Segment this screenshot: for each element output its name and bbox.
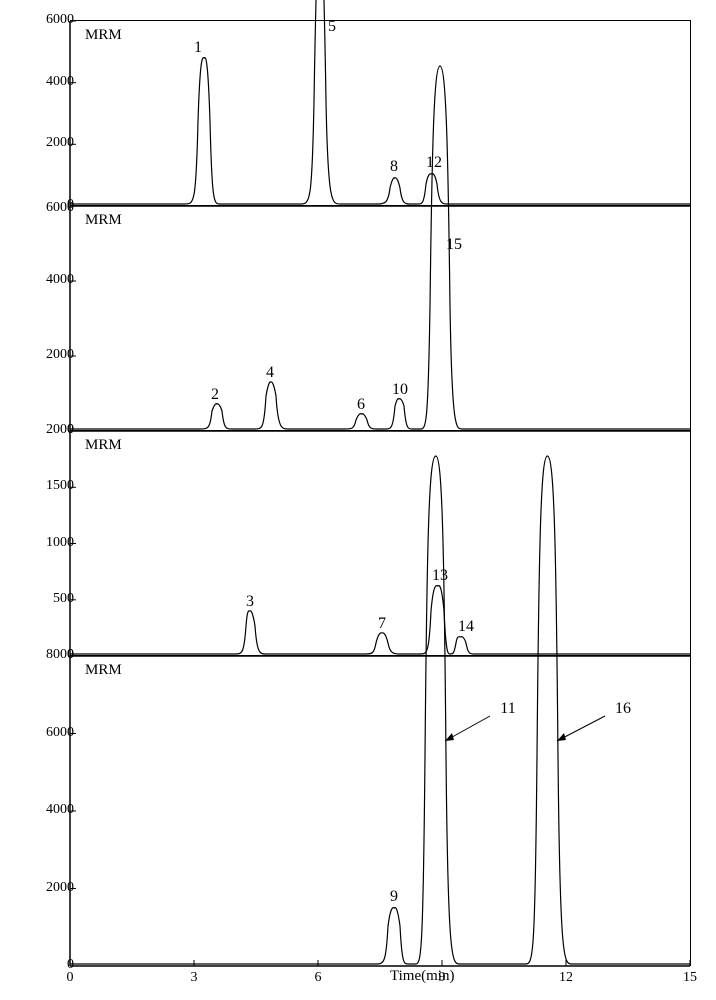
peak-label-1: 1 <box>194 39 202 57</box>
ytick: 8000 <box>34 647 74 663</box>
panel-mode-label: MRM <box>85 437 122 454</box>
ytick: 2000 <box>34 880 74 896</box>
xtick: 3 <box>191 970 198 986</box>
ytick: 6000 <box>34 12 74 28</box>
peak-label-4: 4 <box>266 364 274 382</box>
peak-label-5: 5 <box>328 18 336 36</box>
x-axis-title: Time(min) <box>390 968 454 985</box>
peak-label-9: 9 <box>390 888 398 906</box>
ytick: 1000 <box>34 535 74 551</box>
panel-4: MRM 9 11 16 <box>70 655 691 966</box>
xtick: 12 <box>559 970 573 986</box>
peak-label-7: 7 <box>378 615 386 633</box>
panel-1: MRM 1 5 8 12 <box>70 20 691 206</box>
ytick: 500 <box>34 591 74 607</box>
peak-label-8: 8 <box>390 158 398 176</box>
peak-label-10: 10 <box>392 381 408 399</box>
chromatogram-figure: MRM 1 5 8 12 0 2000 4000 6000 MRM 2 4 6 … <box>10 10 706 990</box>
peak-label-15: 15 <box>446 236 462 254</box>
xtick: 15 <box>683 970 697 986</box>
panel-2: MRM 2 4 6 10 15 <box>70 205 691 431</box>
panel-3: MRM 3 7 13 14 <box>70 430 691 656</box>
ytick: 2000 <box>34 422 74 438</box>
ytick: 2000 <box>34 135 74 151</box>
panel-mode-label: MRM <box>85 27 122 44</box>
peak-label-14: 14 <box>458 618 474 636</box>
xtick: 6 <box>315 970 322 986</box>
ytick: 4000 <box>34 74 74 90</box>
peak-label-16: 16 <box>615 700 631 718</box>
peak-label-6: 6 <box>357 396 365 414</box>
ytick: 6000 <box>34 725 74 741</box>
peak-label-3: 3 <box>246 593 254 611</box>
ytick: 4000 <box>34 272 74 288</box>
panel-mode-label: MRM <box>85 662 122 679</box>
ytick: 6000 <box>34 200 74 216</box>
peak-label-12: 12 <box>426 154 442 172</box>
peak-label-13: 13 <box>432 567 448 585</box>
peak-label-11: 11 <box>500 700 515 718</box>
panel-mode-label: MRM <box>85 212 122 229</box>
peak-label-2: 2 <box>211 386 219 404</box>
ytick: 4000 <box>34 802 74 818</box>
xtick: 0 <box>67 970 74 986</box>
ytick: 1500 <box>34 478 74 494</box>
ytick: 2000 <box>34 347 74 363</box>
